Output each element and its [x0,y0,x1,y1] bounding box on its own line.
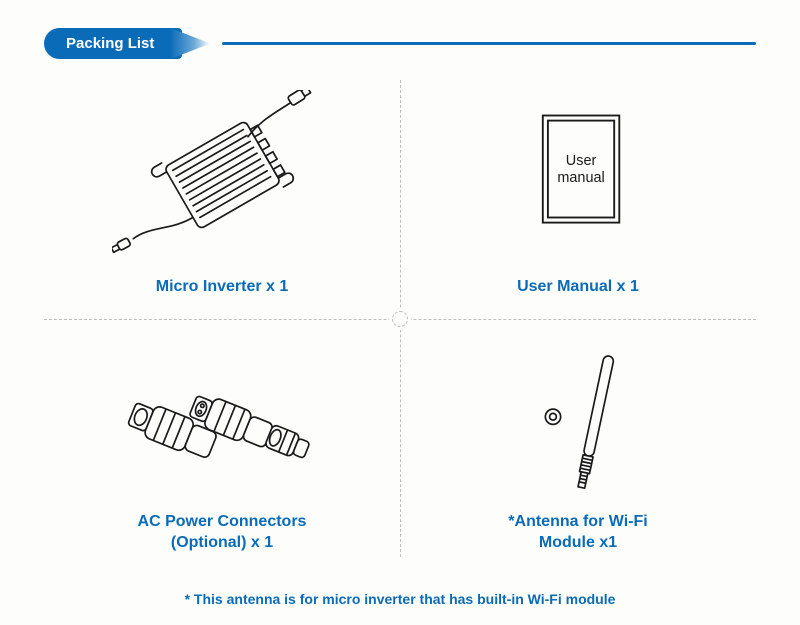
ac-connectors-icon [112,336,333,506]
item-label: Micro Inverter x 1 [156,266,289,308]
section-tab: Packing List [44,28,182,59]
manual-text-line2: manual [557,170,604,186]
header: Packing List [44,28,756,59]
item-label: User Manual x 1 [517,266,639,308]
item-label: *Antenna for Wi-Fi Module x1 [508,512,647,554]
manual-text-line1: User [565,153,596,169]
footnote: * This antenna is for micro inverter tha… [0,591,800,607]
item-ac-connectors: AC Power Connectors (Optional) x 1 [44,322,400,568]
item-label: AC Power Connectors (Optional) x 1 [138,512,307,554]
header-rule [222,42,756,45]
user-manual-icon: User manual [468,90,689,260]
item-micro-inverter: Micro Inverter x 1 [44,76,400,322]
item-wifi-antenna: *Antenna for Wi-Fi Module x1 [400,322,756,568]
micro-inverter-icon [112,90,333,260]
wifi-antenna-icon [468,336,689,506]
packing-grid: Micro Inverter x 1 User manual User Manu… [44,76,756,561]
item-user-manual: User manual User Manual x 1 [400,76,756,322]
